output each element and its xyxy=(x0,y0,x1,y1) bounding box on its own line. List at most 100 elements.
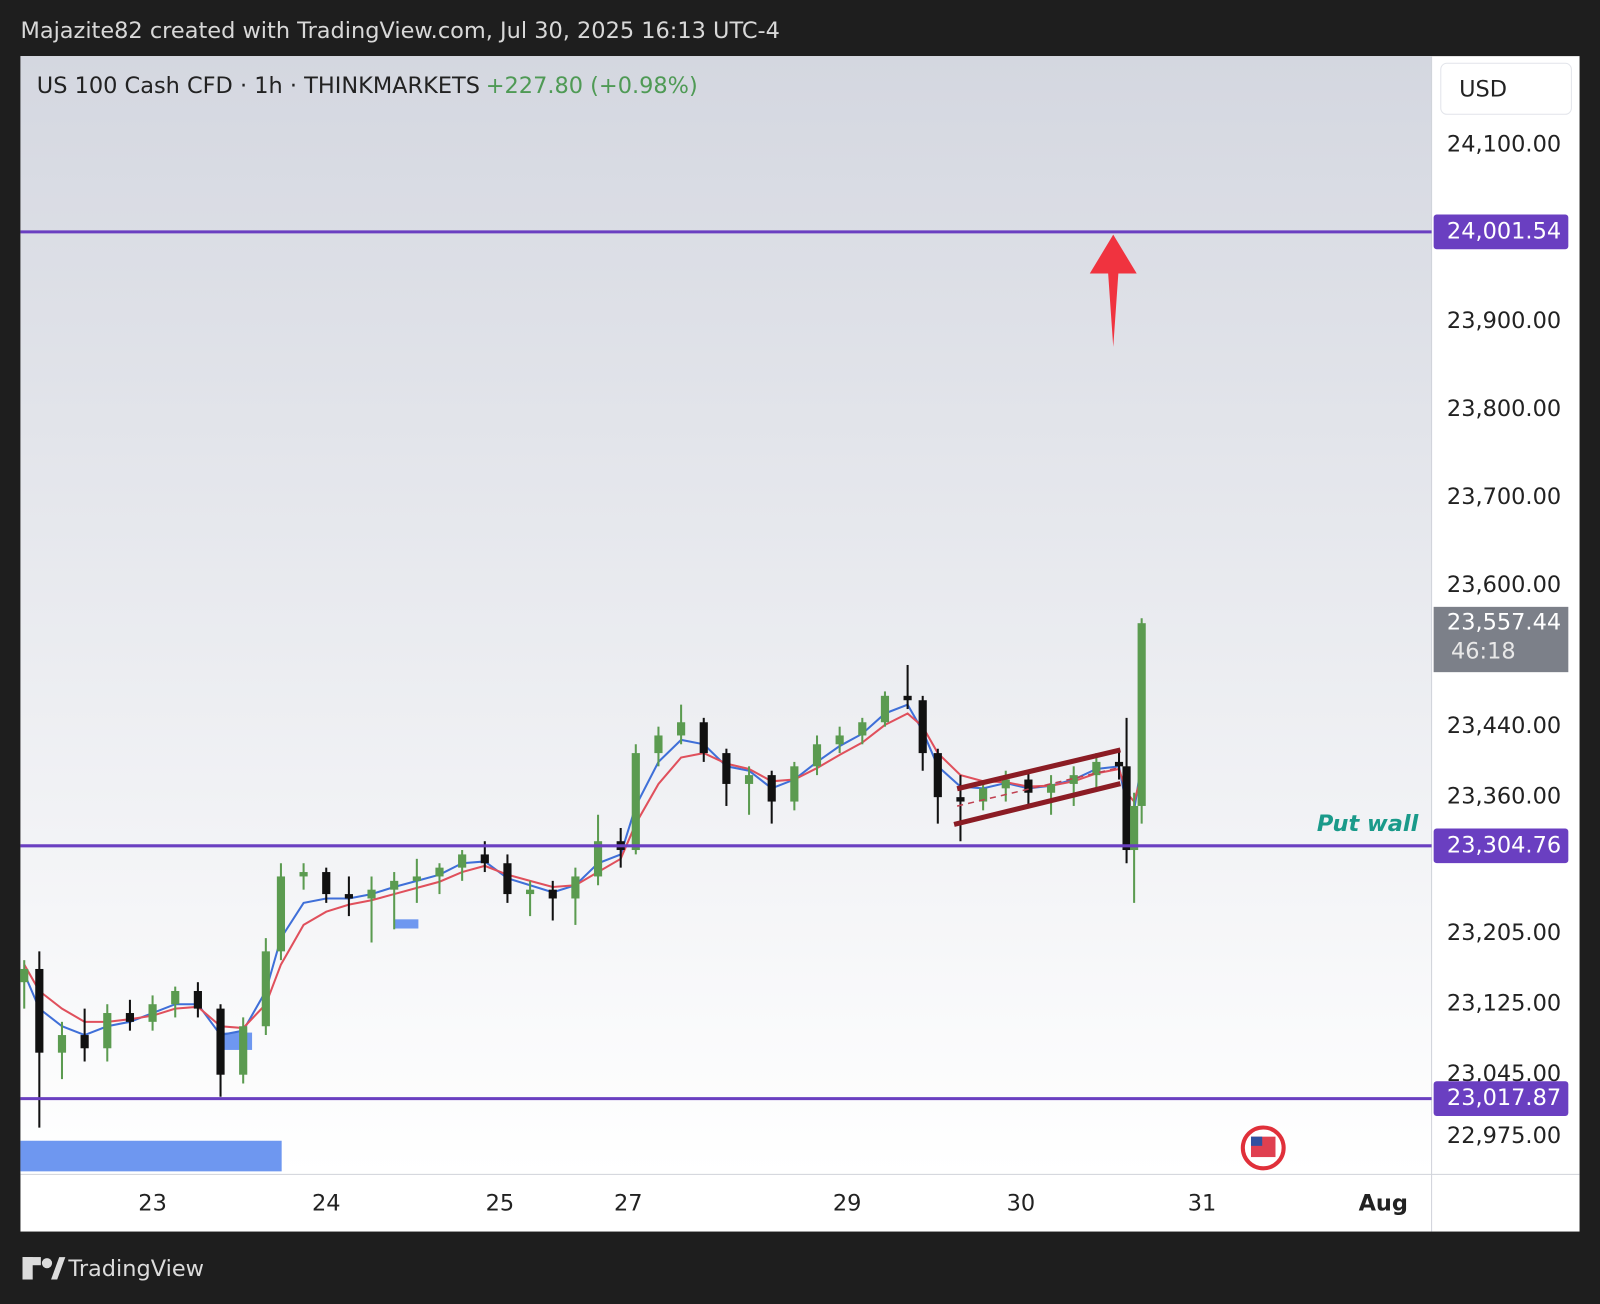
candle-body xyxy=(1001,779,1010,789)
candle-body xyxy=(654,735,663,754)
annotation: Put wall xyxy=(1317,811,1419,837)
price-level-box xyxy=(1433,1081,1569,1116)
change: +227.80 (+0.98%) xyxy=(486,73,698,99)
last-price-label: 23,557.44 xyxy=(1447,610,1561,636)
candle-body xyxy=(80,1035,89,1049)
candle-body xyxy=(20,968,29,983)
candle-body xyxy=(631,753,640,851)
zone xyxy=(223,1032,253,1050)
x-tick-label: 30 xyxy=(1007,1191,1036,1217)
candle-body xyxy=(480,854,489,864)
y-tick-label: 23,205.00 xyxy=(1447,920,1561,946)
y-tick-label: 23,440.00 xyxy=(1447,713,1561,739)
channel-mid xyxy=(956,766,1121,807)
y-tick-label: 23,360.00 xyxy=(1447,784,1561,810)
candle-body xyxy=(1024,779,1033,793)
y-tick-label: 23,700.00 xyxy=(1447,484,1561,510)
candle-body xyxy=(35,968,44,1053)
channel-line xyxy=(953,781,1121,827)
currency[interactable]: USD xyxy=(1459,76,1507,102)
y-tick-label: 22,975.00 xyxy=(1447,1123,1561,1149)
currency-box[interactable] xyxy=(1440,62,1572,115)
brand: TradingView xyxy=(67,1256,204,1282)
plot-area xyxy=(20,56,1432,1174)
candle-body xyxy=(593,841,603,877)
candle-body xyxy=(276,876,286,952)
candle-body xyxy=(503,863,512,895)
candle-body xyxy=(435,867,444,877)
candle-body xyxy=(548,889,557,899)
candle-body xyxy=(125,1013,135,1022)
candle-body xyxy=(835,735,844,745)
candle-body xyxy=(979,788,988,802)
y-tick-label: 23,600.00 xyxy=(1447,572,1561,598)
candle-body xyxy=(933,753,942,798)
candle-body xyxy=(918,700,927,754)
candle-body xyxy=(390,880,399,890)
y-tick-label: 23,800.00 xyxy=(1447,396,1561,422)
candle-body xyxy=(299,872,308,877)
candle-body xyxy=(571,876,580,899)
price-level-box xyxy=(1433,214,1569,250)
price-level-label: 24,001.54 xyxy=(1447,218,1561,244)
candle-body xyxy=(1122,766,1131,851)
candle-body xyxy=(767,775,776,802)
candle-body xyxy=(103,1013,112,1049)
candle-body xyxy=(1130,805,1139,851)
candle-body xyxy=(193,991,202,1009)
candle-body xyxy=(239,1026,248,1075)
price-level-box xyxy=(1433,828,1569,864)
x-tick-label: 25 xyxy=(486,1191,515,1217)
symbol: US 100 Cash CFD · 1h · THINKMARKETS xyxy=(37,73,480,99)
candle-body xyxy=(1069,775,1078,784)
zone xyxy=(393,919,419,929)
logo xyxy=(22,1257,41,1266)
countdown: 46:18 xyxy=(1451,638,1516,664)
candle-body xyxy=(171,991,180,1005)
logo xyxy=(41,1258,53,1269)
candle-body xyxy=(1092,761,1101,776)
candle-body xyxy=(699,722,708,754)
candle-body xyxy=(261,951,270,1027)
candle-body xyxy=(858,722,867,736)
y-tick-label: 24,100.00 xyxy=(1447,132,1561,158)
candle-body xyxy=(344,894,353,899)
candle-body xyxy=(812,744,822,767)
candle-body xyxy=(1114,761,1124,767)
arrow xyxy=(1089,234,1137,347)
candle-body xyxy=(412,876,421,881)
candle-body xyxy=(677,722,686,736)
x-tick-label: 29 xyxy=(833,1191,862,1217)
y-tick-label: 23,125.00 xyxy=(1447,991,1561,1017)
candle-body xyxy=(216,1008,225,1075)
zone xyxy=(20,1140,282,1172)
candle-body xyxy=(1137,623,1146,806)
candle-body xyxy=(148,1004,157,1022)
y-tick-label: 23,900.00 xyxy=(1447,308,1561,334)
x-tick-label: 31 xyxy=(1188,1191,1217,1217)
candle-body xyxy=(458,854,467,868)
last-price-box xyxy=(1433,606,1569,673)
candle-body xyxy=(744,775,754,784)
candle-body xyxy=(57,1035,67,1053)
price-level-label: 23,017.87 xyxy=(1447,1085,1561,1111)
channel-line xyxy=(956,747,1121,792)
candle-body xyxy=(880,695,890,723)
x-tick-label: 23 xyxy=(138,1191,167,1217)
x-tick-label: 24 xyxy=(312,1191,341,1217)
candle-body xyxy=(903,695,912,701)
candle-body xyxy=(322,872,331,895)
x-tick-label: 27 xyxy=(614,1191,643,1217)
candle-body xyxy=(956,797,965,802)
logo xyxy=(22,1257,33,1280)
candle-body xyxy=(1046,783,1056,793)
logo xyxy=(51,1257,66,1280)
candle-body xyxy=(722,753,731,784)
price-level-label: 23,304.76 xyxy=(1447,832,1561,858)
candle-body xyxy=(790,766,799,802)
x-tick-label: Aug xyxy=(1359,1191,1408,1217)
candle-body xyxy=(526,889,535,895)
candle-body xyxy=(367,889,376,899)
